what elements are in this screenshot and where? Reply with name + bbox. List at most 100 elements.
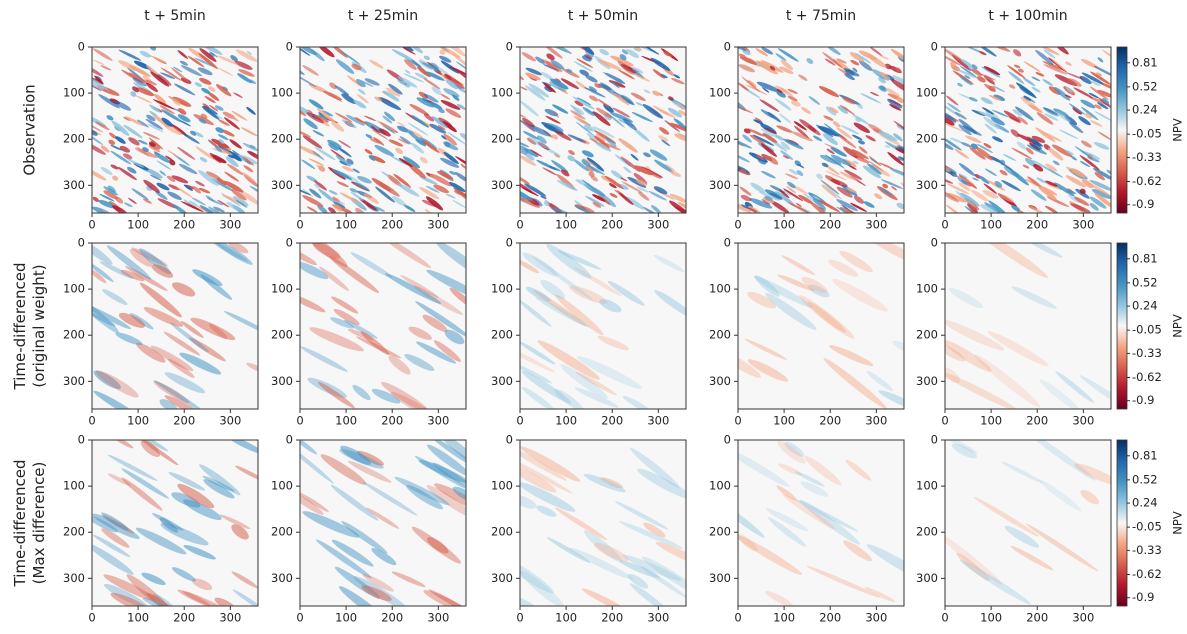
- field-streak: [1014, 64, 1021, 69]
- field-streak: [520, 188, 533, 201]
- field-streak: [223, 180, 244, 193]
- field-streak: [669, 170, 681, 177]
- field-streak: [785, 173, 799, 180]
- y-tick-label: 300: [491, 374, 513, 388]
- field-streak: [945, 115, 955, 126]
- field-streak: [836, 58, 847, 64]
- field-streak: [92, 206, 113, 213]
- field-streak: [343, 319, 378, 339]
- field-streak: [99, 261, 134, 279]
- x-tick-label: 200: [819, 414, 841, 428]
- field-streak: [309, 327, 364, 352]
- y-tick-label: 0: [78, 40, 85, 54]
- x-tick-label: 0: [734, 611, 741, 625]
- field-streak: [339, 50, 361, 65]
- field-streak: [437, 125, 446, 130]
- field-streak: [816, 173, 823, 180]
- field-streak: [132, 77, 147, 87]
- field-streak: [878, 77, 886, 84]
- field-streak: [788, 169, 799, 175]
- field-streak: [521, 387, 555, 409]
- y-tick-label: 0: [506, 236, 513, 250]
- field-streak: [445, 108, 462, 118]
- field-streak: [585, 74, 598, 83]
- field-streak: [520, 197, 541, 208]
- field-streak: [199, 157, 208, 163]
- field-streak: [574, 205, 593, 213]
- field-streak: [997, 193, 1015, 203]
- field-streak: [767, 155, 779, 165]
- field-streak: [1004, 525, 1040, 548]
- field-streak: [94, 75, 104, 83]
- field-streak: [593, 135, 610, 149]
- field-streak: [891, 186, 898, 191]
- field-streak: [341, 521, 388, 554]
- field-streak: [823, 358, 887, 409]
- field-streak: [100, 145, 110, 153]
- field-streak: [529, 149, 543, 157]
- field-streak: [869, 91, 880, 97]
- field-streak: [1079, 375, 1111, 409]
- field-streak: [1102, 49, 1111, 61]
- field-streak: [352, 168, 360, 174]
- field-streak: [840, 125, 860, 135]
- field-streak: [860, 93, 882, 104]
- field-streak: [139, 50, 151, 58]
- field-streak: [525, 72, 541, 81]
- field-streak: [110, 150, 132, 165]
- field-streak: [964, 75, 971, 79]
- field-streak: [426, 269, 466, 302]
- field-streak: [1025, 178, 1039, 187]
- field-streak: [977, 110, 997, 120]
- field-streak: [976, 147, 994, 161]
- field-streak: [1044, 113, 1059, 121]
- colorbar-tick-label: -0.9: [1132, 197, 1154, 211]
- field-streak: [364, 115, 377, 122]
- field-streak: [755, 60, 778, 75]
- field-streak: [968, 97, 978, 102]
- field-streak: [600, 477, 624, 489]
- field-streak: [456, 61, 466, 70]
- y-tick-label: 300: [63, 374, 85, 388]
- field-streak: [575, 371, 617, 396]
- field-streak: [799, 119, 817, 133]
- x-tick-label: 0: [734, 414, 741, 428]
- field-streak: [373, 206, 385, 212]
- field-streak: [1042, 61, 1065, 71]
- field-streak: [945, 167, 951, 172]
- field-streak: [214, 597, 238, 606]
- field-streak: [669, 200, 686, 213]
- field-streak: [525, 85, 546, 101]
- field-streak: [779, 66, 794, 75]
- field-streak: [143, 179, 160, 193]
- field-streak: [900, 182, 904, 188]
- field-streak: [779, 189, 790, 199]
- field-streak: [93, 59, 105, 65]
- field-streak: [335, 155, 351, 167]
- field-streak: [92, 65, 104, 77]
- field-streak: [195, 180, 205, 187]
- field-streak: [609, 193, 618, 198]
- field-streak: [102, 289, 128, 305]
- field-streak: [378, 97, 402, 111]
- field-streak: [150, 345, 194, 372]
- y-tick-label: 200: [709, 132, 731, 146]
- field-streak: [372, 129, 388, 140]
- field-streak: [888, 99, 903, 107]
- field-streak: [543, 82, 556, 93]
- field-streak: [384, 111, 396, 122]
- field-streak: [560, 364, 608, 399]
- field-streak: [970, 143, 979, 150]
- field-streak: [203, 479, 235, 499]
- field-streak: [945, 532, 1002, 585]
- field-streak: [739, 56, 758, 65]
- x-tick-label: 300: [219, 218, 241, 232]
- field-streak: [545, 61, 560, 73]
- field-streak: [354, 181, 370, 192]
- field-streak: [879, 85, 886, 91]
- field-streak: [429, 102, 443, 110]
- x-tick-label: 200: [819, 611, 841, 625]
- field-streak: [776, 485, 797, 501]
- field-streak: [177, 108, 187, 115]
- field-streak: [107, 454, 158, 481]
